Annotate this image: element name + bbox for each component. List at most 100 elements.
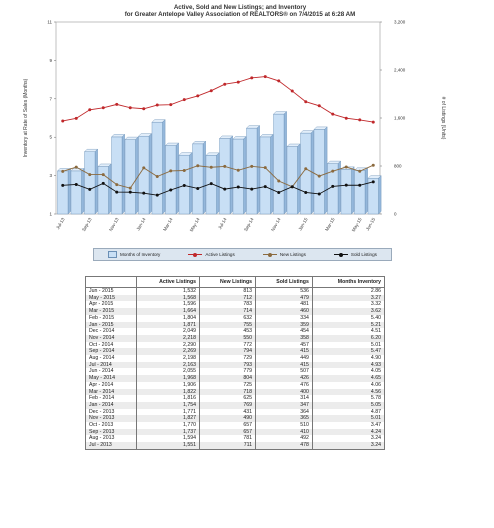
cell-new: 729 bbox=[199, 355, 257, 362]
bar-side-face bbox=[135, 136, 139, 215]
cell-months-inventory: 5.01 bbox=[311, 415, 386, 423]
table-row: Dec - 2013 1,771 431 364 4.87 bbox=[85, 408, 386, 416]
inventory-bar bbox=[84, 148, 99, 215]
series-point-3 bbox=[263, 185, 267, 189]
cell-month: Sep - 2014 bbox=[85, 348, 137, 356]
series-point-3 bbox=[290, 185, 294, 189]
x-tick-label: May-15 bbox=[351, 217, 363, 233]
bar-front-face bbox=[232, 138, 244, 215]
x-tick-label: Jul-14 bbox=[217, 217, 228, 231]
cell-months-inventory: 4.90 bbox=[311, 355, 386, 362]
bar-front-face bbox=[57, 170, 69, 215]
inventory-bar bbox=[151, 119, 166, 215]
series-point-1 bbox=[115, 102, 119, 106]
listings-table-wrapper: Active Listings New Listings Sold Listin… bbox=[85, 276, 386, 450]
cell-active: 1,532 bbox=[135, 287, 201, 295]
inventory-bar bbox=[165, 142, 180, 215]
cell-active: 1,568 bbox=[135, 294, 201, 302]
series-point-1 bbox=[250, 76, 254, 80]
left-tick-label: 5 bbox=[49, 135, 52, 140]
cell-sold: 334 bbox=[255, 314, 313, 322]
series-point-3 bbox=[344, 183, 348, 187]
cell-active: 2,218 bbox=[135, 334, 201, 342]
chart-canvas: 1 3 5 7 9 11 0 800 1,600 2,400 3,200 Inventory at R… bbox=[23, 20, 446, 233]
cell-months-inventory: 3.27 bbox=[311, 294, 386, 302]
cell-new: 813 bbox=[199, 287, 257, 295]
cell-sold: 415 bbox=[255, 348, 313, 356]
x-tick-label: Jan-14 bbox=[135, 217, 146, 232]
cell-month: Aug - 2013 bbox=[85, 435, 137, 443]
series-point-1 bbox=[371, 120, 375, 124]
left-tick-label: 9 bbox=[49, 58, 52, 63]
series-point-2 bbox=[250, 164, 254, 168]
cell-new: 490 bbox=[199, 415, 257, 423]
series-point-1 bbox=[182, 98, 186, 102]
cell-month: May - 2015 bbox=[85, 294, 137, 302]
series-point-2 bbox=[74, 165, 78, 169]
series-point-2 bbox=[344, 165, 348, 169]
cell-sold: 481 bbox=[255, 301, 313, 309]
bar-side-face bbox=[378, 175, 382, 215]
table-row: Aug - 2014 2,198 729 449 4.90 bbox=[85, 355, 386, 362]
legend-label-new: New Listings bbox=[279, 252, 306, 257]
series-point-1 bbox=[317, 104, 321, 108]
series-point-3 bbox=[223, 187, 227, 191]
cell-month: Oct - 2013 bbox=[85, 422, 137, 429]
cell-month: Oct - 2014 bbox=[85, 341, 137, 349]
table-row: Oct - 2014 2,290 772 457 5.01 bbox=[85, 341, 386, 349]
series-point-2 bbox=[317, 174, 321, 178]
cell-active: 1,968 bbox=[135, 375, 201, 382]
header-new-listings: New Listings bbox=[199, 276, 257, 288]
header-sold-listings: Sold Listings bbox=[255, 276, 313, 288]
bar-front-face bbox=[84, 151, 96, 215]
cell-sold: 476 bbox=[255, 381, 313, 389]
cell-months-inventory: 4.05 bbox=[311, 368, 386, 376]
series-point-3 bbox=[371, 180, 375, 184]
series-point-3 bbox=[358, 183, 362, 187]
cell-sold: 479 bbox=[255, 294, 313, 302]
cell-months-inventory: 3.24 bbox=[311, 435, 386, 443]
table-row: May - 2014 1,968 804 426 4.65 bbox=[85, 375, 386, 382]
cell-active: 1,551 bbox=[135, 442, 201, 450]
cell-new: 793 bbox=[199, 361, 257, 369]
series-point-3 bbox=[196, 186, 200, 190]
header-month bbox=[85, 276, 137, 288]
x-tick-label: Mar-15 bbox=[324, 217, 336, 232]
cell-months-inventory: 3.47 bbox=[311, 422, 386, 429]
bar-front-face bbox=[286, 146, 298, 215]
series-point-2 bbox=[61, 169, 65, 173]
legend-label-active: Active Listings bbox=[205, 252, 235, 257]
table-row: Mar - 2015 1,664 714 460 3.62 bbox=[85, 308, 386, 315]
inventory-bar bbox=[340, 166, 355, 215]
series-point-1 bbox=[358, 118, 362, 122]
right-tick-label: 800 bbox=[394, 164, 402, 169]
cell-month: Jul - 2014 bbox=[85, 361, 137, 369]
series-point-3 bbox=[115, 190, 119, 194]
x-tick-label: Sep-14 bbox=[243, 217, 255, 232]
series-point-1 bbox=[61, 119, 65, 123]
inventory-bars bbox=[57, 111, 382, 215]
cell-new: 711 bbox=[199, 442, 257, 450]
series-point-2 bbox=[209, 165, 213, 169]
series-point-1 bbox=[344, 116, 348, 120]
x-tick-label: Nov-14 bbox=[270, 217, 282, 232]
series-point-3 bbox=[169, 188, 173, 192]
legend-item-active: Active Listings bbox=[188, 252, 235, 257]
bar-side-face bbox=[162, 119, 166, 215]
x-tick-label: Jan-15 bbox=[297, 217, 308, 232]
table-row: Dec - 2014 2,049 453 454 4.51 bbox=[85, 328, 386, 335]
cell-new: 772 bbox=[199, 341, 257, 349]
bar-side-face bbox=[67, 167, 71, 215]
cell-months-inventory: 4.24 bbox=[311, 428, 386, 436]
cell-active: 1,737 bbox=[135, 428, 201, 436]
legend-item-new: New Listings bbox=[262, 252, 306, 257]
series-point-2 bbox=[223, 164, 227, 168]
series-point-1 bbox=[142, 107, 146, 111]
cell-month: Dec - 2014 bbox=[85, 328, 137, 335]
cell-month: Jun - 2015 bbox=[85, 287, 137, 295]
table-row: Jan - 2015 1,871 755 359 5.21 bbox=[85, 321, 386, 329]
cell-new: 657 bbox=[199, 422, 257, 429]
chart-legend: Months of Inventory Active Listings New … bbox=[93, 248, 392, 261]
series-point-2 bbox=[277, 179, 281, 183]
series-line-1 bbox=[62, 76, 374, 123]
